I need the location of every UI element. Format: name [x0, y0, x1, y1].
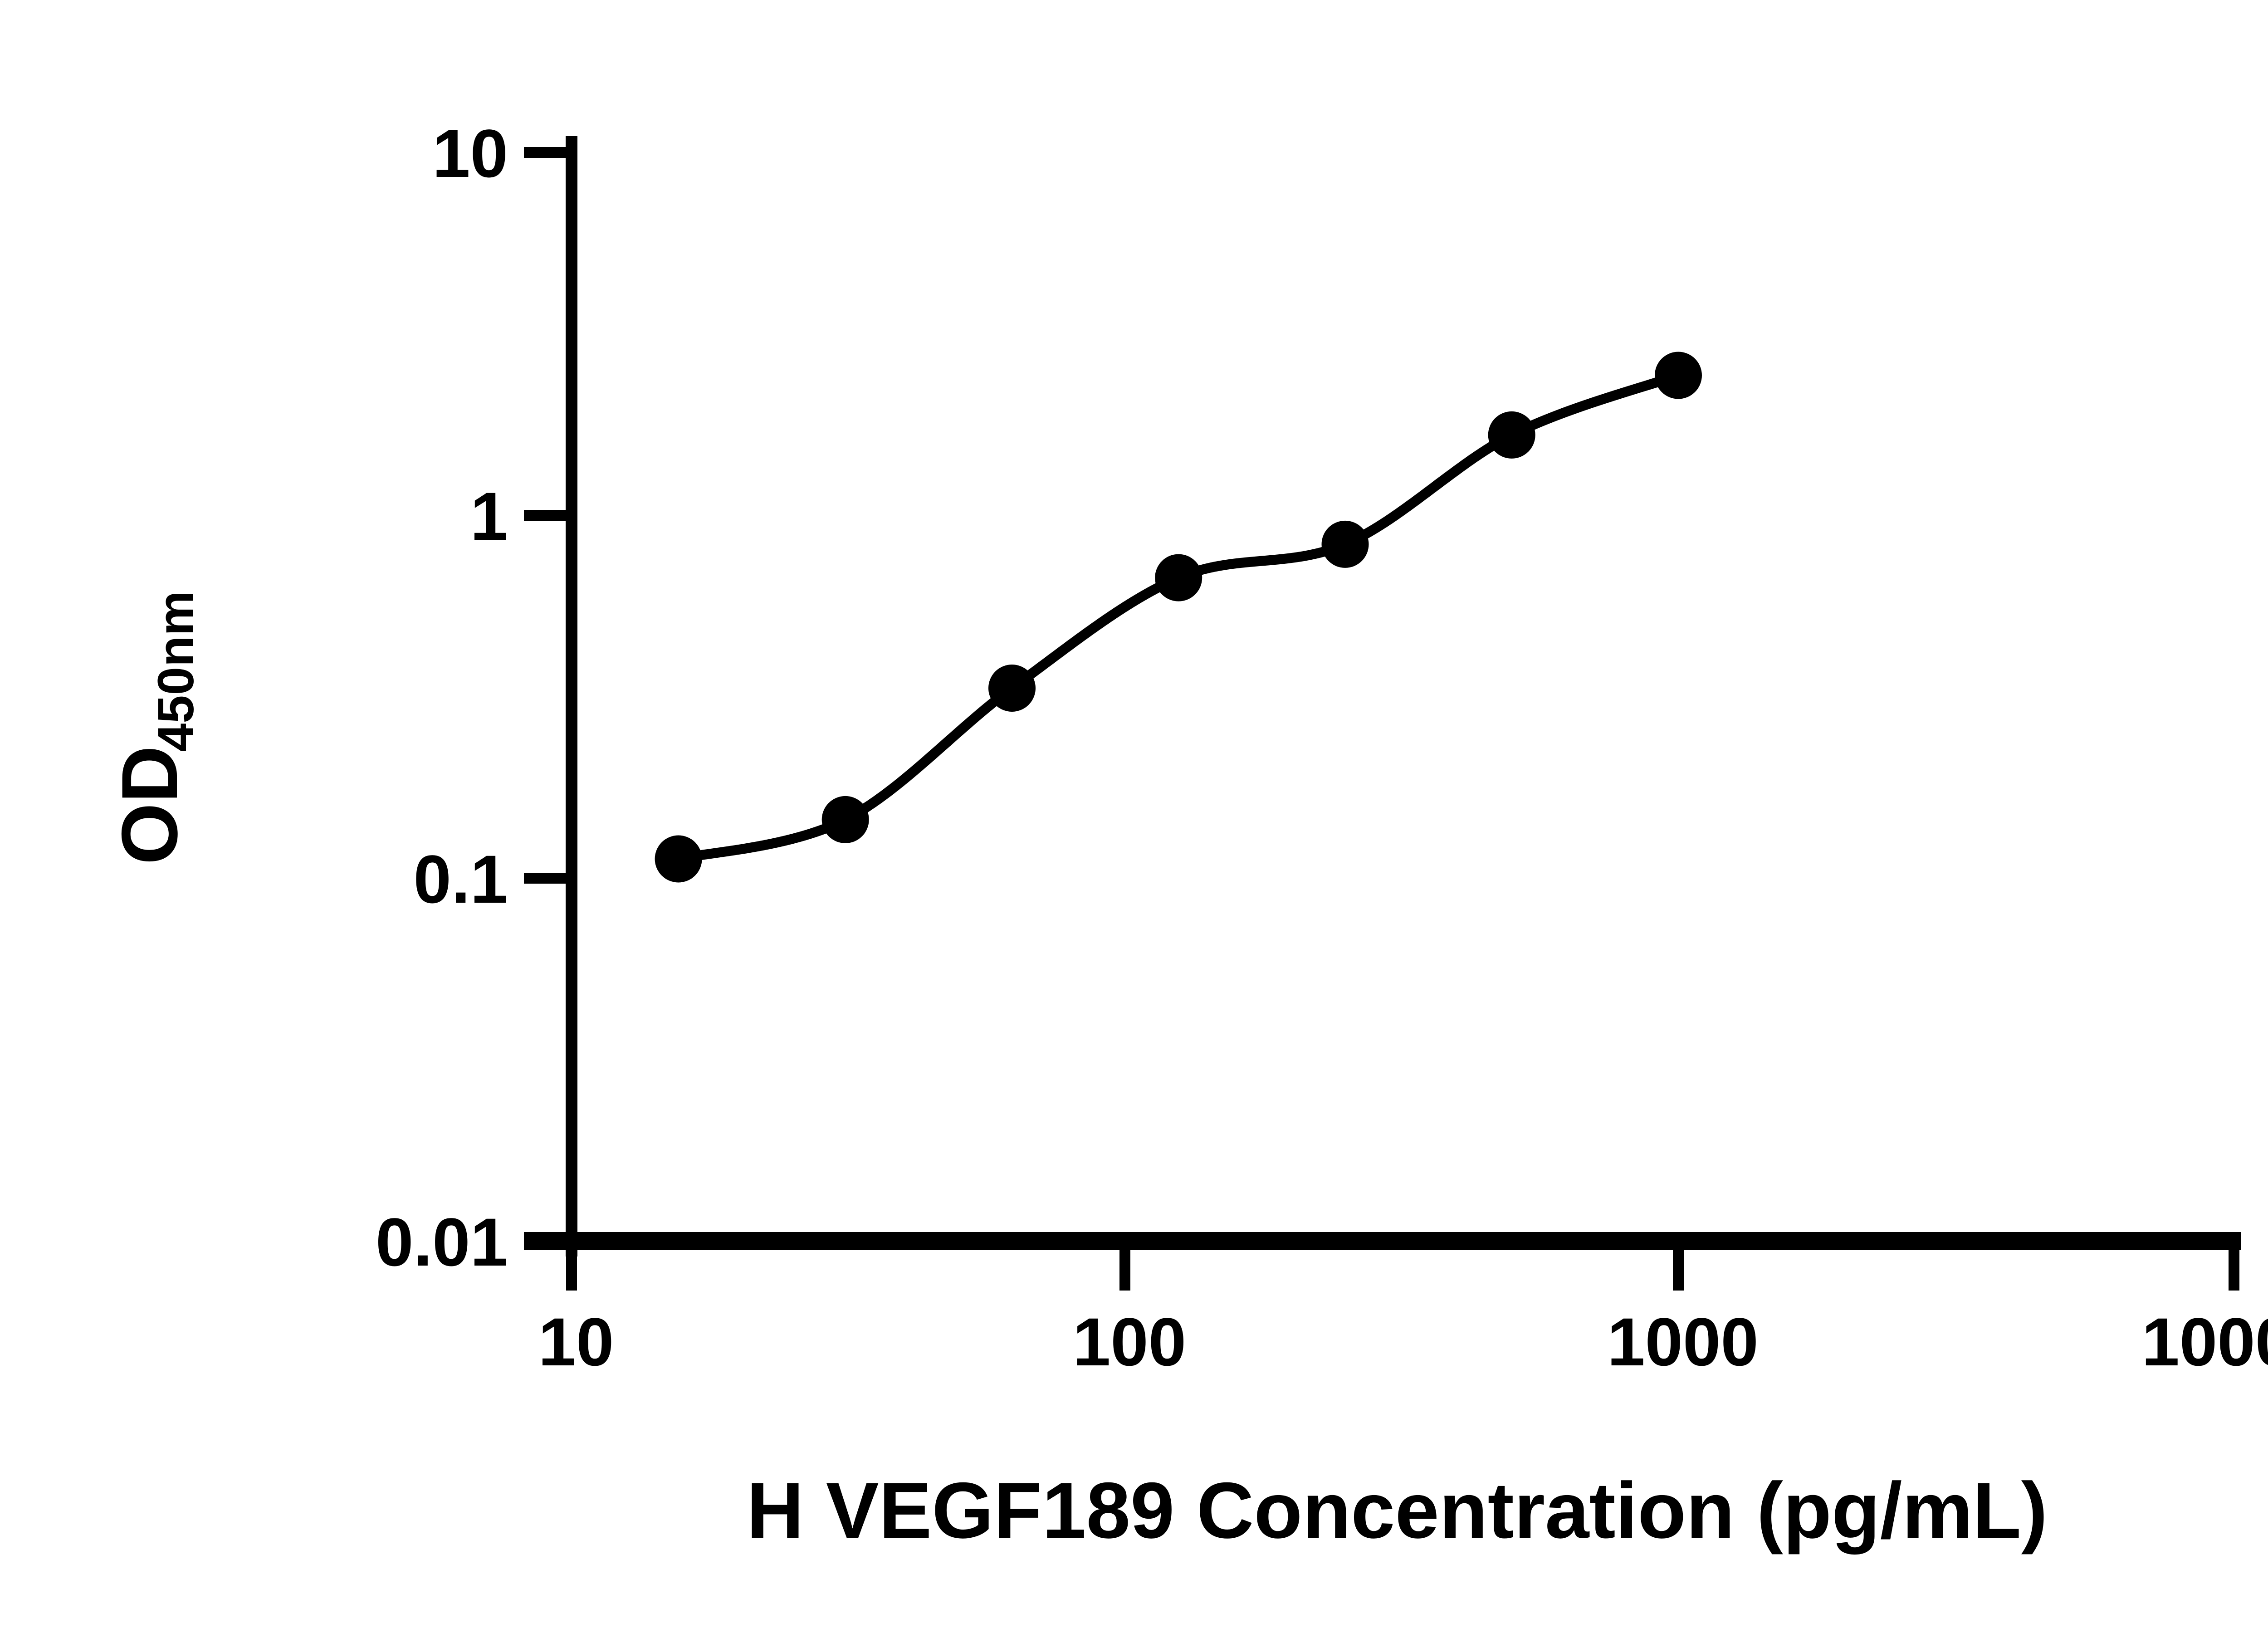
data-point-3: [988, 665, 1036, 712]
x-tick-label-1000: 1000: [1607, 1304, 1759, 1380]
y-axis-title-subscript: 450nm: [147, 591, 204, 752]
y-axis-tick-labels: 10 1 0.1 0.01: [376, 115, 508, 1280]
y-axis-ticks: [524, 147, 572, 1247]
x-tick-label-10: 10: [538, 1304, 614, 1380]
y-tick-label-0.01: 0.01: [376, 1204, 508, 1280]
data-point-6: [1488, 411, 1535, 459]
data-point-7: [1655, 352, 1702, 399]
data-point-4: [1155, 554, 1202, 601]
x-tick-label-100: 100: [1073, 1304, 1186, 1380]
data-point-markers: [655, 352, 1702, 883]
y-tick-label-0.1: 0.1: [413, 841, 508, 917]
data-point-2: [821, 796, 869, 843]
x-axis-ticks: [566, 1241, 2239, 1291]
y-axis-title-main: OD: [106, 746, 194, 865]
x-tick-label-10000: 10000: [2141, 1304, 2268, 1380]
x-axis-title: H VEGF189 Concentration (pg/mL): [747, 1467, 2048, 1555]
y-axis-title: OD 450nm: [106, 591, 204, 865]
data-point-1: [655, 835, 702, 883]
data-point-5: [1321, 520, 1369, 568]
x-axis-tick-labels: 10 100 1000 10000: [538, 1304, 2268, 1380]
y-tick-label-1: 1: [470, 478, 508, 554]
y-tick-label-10: 10: [432, 115, 508, 191]
